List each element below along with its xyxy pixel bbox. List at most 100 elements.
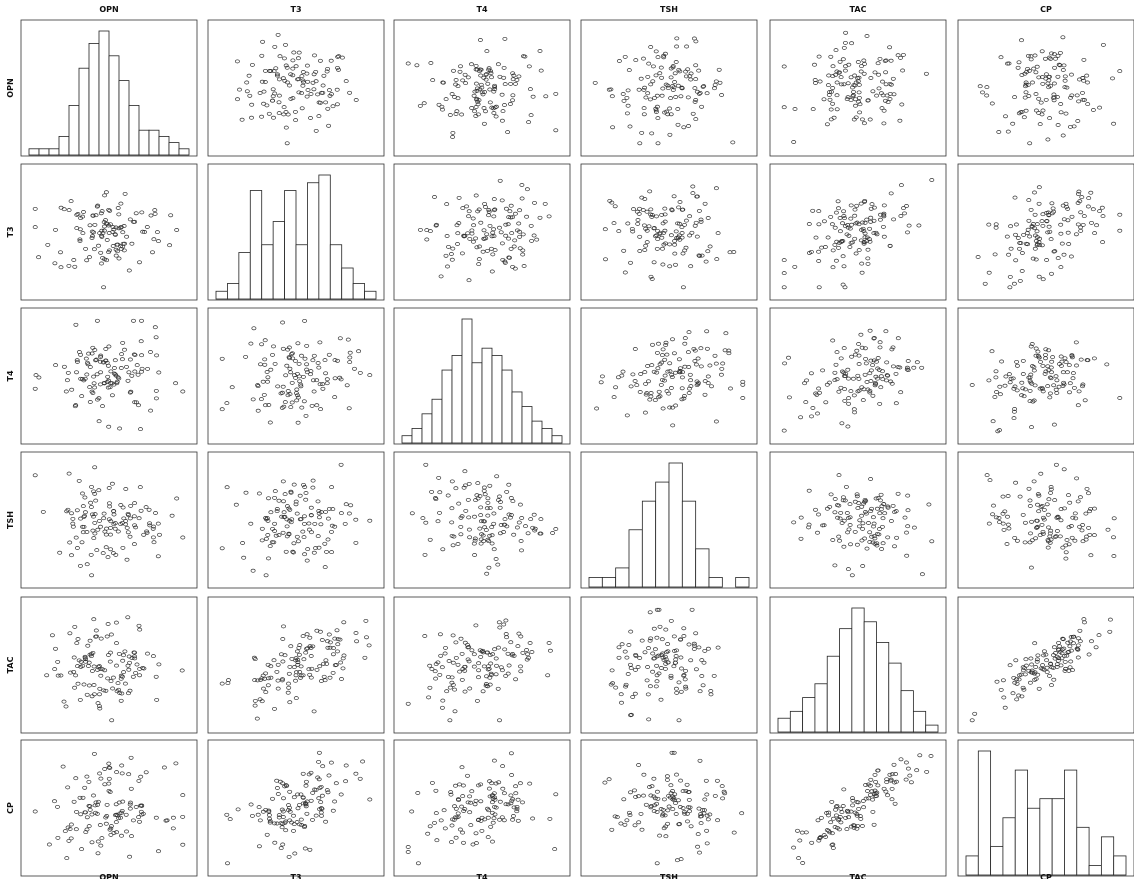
scatter-point (96, 243, 101, 248)
scatter-point (1007, 274, 1013, 279)
panel-opn-t4 (393, 19, 571, 157)
scatter-point (855, 506, 861, 511)
scatter-point (304, 370, 310, 375)
scatter-point (449, 675, 455, 680)
hist-bar-t4-14 (541, 428, 553, 444)
scatter-point (848, 809, 854, 814)
scatter-point (104, 634, 110, 639)
scatter-point (156, 370, 162, 375)
scatter-point (95, 839, 101, 844)
scatter-point (459, 514, 465, 519)
scatter-point (179, 668, 185, 673)
scatter-point (817, 79, 823, 84)
scatter-point (987, 478, 993, 483)
scatter-point (462, 668, 468, 673)
scatter-point (180, 793, 186, 798)
scatter-point (865, 247, 871, 252)
scatter-point (837, 216, 843, 220)
scatter-point (1008, 376, 1014, 381)
scatter-point (335, 54, 341, 59)
scatter-point (1028, 531, 1033, 536)
scatter-point (727, 250, 733, 255)
scatter-point (654, 104, 660, 109)
scatter-point (75, 212, 81, 216)
scatter-point (682, 341, 688, 346)
scatter-point (300, 771, 306, 776)
scatter-point (662, 357, 668, 362)
scatter-point (893, 772, 899, 776)
scatter-point (320, 386, 326, 391)
scatter-point (705, 216, 711, 220)
column-footer-opn: OPN (99, 873, 119, 879)
scatter-point (75, 681, 81, 686)
scatter-point (553, 128, 559, 133)
scatter-point (791, 845, 797, 850)
scatter-point (307, 847, 313, 852)
scatter-point (1045, 384, 1051, 389)
scatter-point (510, 797, 516, 802)
scatter-point (700, 683, 706, 688)
scatter-point (293, 502, 299, 507)
scatter-point (108, 547, 114, 552)
scatter-point (496, 780, 502, 785)
scatter-point (484, 248, 490, 253)
scatter-point (1021, 687, 1027, 692)
scatter-point (637, 249, 643, 253)
scatter-point (493, 656, 499, 661)
scatter-point (606, 777, 612, 782)
scatter-point (868, 509, 874, 514)
scatter-point (1053, 534, 1059, 539)
scatter-point (526, 120, 532, 125)
scatter-point (841, 264, 847, 269)
scatter-point (833, 362, 839, 367)
scatter-point (633, 667, 638, 672)
scatter-point (860, 398, 866, 403)
scatter-point (81, 210, 86, 214)
scatter-point (1007, 285, 1013, 290)
scatter-point (329, 485, 335, 490)
scatter-point (315, 361, 321, 365)
scatter-point (244, 80, 250, 85)
hist-bar-t4-7 (471, 362, 483, 444)
scatter-point (506, 215, 512, 220)
scatter-point (858, 332, 864, 337)
scatter-point (868, 76, 874, 80)
scatter-point (116, 212, 122, 217)
panel-frame (20, 19, 198, 157)
scatter-point (830, 64, 836, 69)
scatter-point (1048, 485, 1054, 489)
scatter-point (287, 700, 293, 705)
scatter-point (629, 226, 635, 231)
scatter-point (1064, 204, 1070, 209)
scatter-point (52, 799, 57, 804)
scatter-point (869, 202, 875, 207)
scatter-point (463, 81, 469, 86)
scatter-point (325, 66, 331, 71)
scatter-point (97, 706, 103, 711)
scatter-point (113, 253, 119, 258)
scatter-point (719, 366, 725, 371)
scatter-point (141, 666, 147, 671)
scatter-point (501, 622, 507, 627)
scatter-point (229, 385, 235, 390)
scatter-point (75, 664, 80, 669)
scatter-point (836, 534, 842, 539)
scatter-point (121, 670, 127, 675)
scatter-point (1005, 522, 1011, 527)
scatter-point (608, 682, 614, 687)
scatter-point (884, 780, 890, 785)
scatter-point (647, 684, 653, 689)
scatter-point (861, 229, 867, 233)
scatter-point (834, 239, 840, 244)
scatter-point (884, 360, 890, 365)
scatter-point (857, 814, 863, 819)
scatter-point (459, 765, 465, 770)
scatter-point (1084, 534, 1089, 539)
scatter-point (417, 103, 423, 108)
scatter-point (465, 75, 471, 80)
scatter-point (75, 637, 81, 641)
scatter-point (296, 361, 302, 366)
scatter-point (1049, 665, 1055, 670)
scatter-point (806, 222, 812, 226)
scatter-point (294, 387, 300, 392)
